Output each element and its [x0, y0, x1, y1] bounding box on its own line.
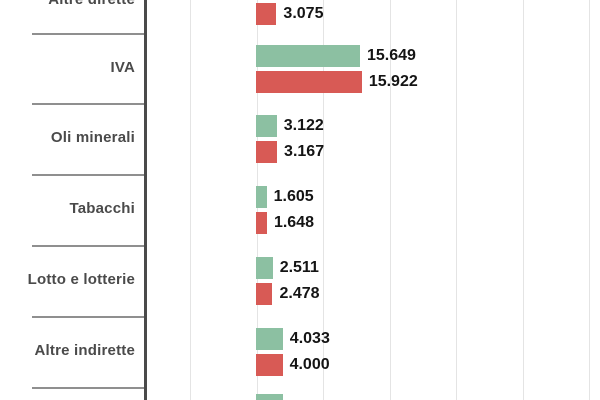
bar-red: [256, 71, 362, 93]
bar-value-label: 15.922: [368, 73, 418, 90]
label-column-divider: [144, 0, 147, 400]
gridline: [589, 0, 590, 400]
bar-value-label: 2.511: [279, 259, 319, 276]
row-separator: [32, 245, 144, 247]
category-label: Tabacchi: [69, 200, 135, 217]
gridline: [522, 0, 524, 400]
bar-value-label: 15.649: [367, 47, 416, 64]
row-separator: [32, 387, 144, 389]
partial-bar-green: [256, 394, 283, 400]
bar-value-label: 1.605: [273, 188, 314, 205]
gridline: [323, 0, 324, 400]
bar-red: [256, 212, 267, 234]
bar-value-label: 3.167: [284, 143, 325, 160]
category-label: IVA: [110, 59, 135, 76]
category-label: Lotto e lotterie: [27, 271, 135, 288]
row-separator: [32, 103, 144, 105]
category-label: Altre indirette: [34, 342, 135, 359]
bar-green: [256, 186, 267, 208]
gridline: [190, 0, 191, 400]
bar-red: [256, 3, 277, 25]
bar-value-label: 3.075: [283, 5, 324, 22]
bar-green: [256, 45, 360, 67]
bar-red: [256, 141, 278, 163]
category-label: Altre dirette: [0, 0, 135, 11]
bar-green: [256, 257, 273, 279]
bar-value-label: 2.478: [279, 285, 320, 302]
category-label: Oli minerali: [50, 129, 135, 146]
row-separator: [32, 174, 144, 176]
bar-green: [256, 115, 277, 137]
row-separator: [32, 316, 144, 318]
bar-value-label: 3.122: [283, 117, 324, 134]
bar-green: [256, 328, 283, 350]
bar-value-label: 4.000: [289, 356, 330, 373]
bar-value-label: 1.648: [273, 214, 314, 231]
row-separator: [32, 33, 144, 35]
gridline: [389, 0, 391, 400]
gridline: [456, 0, 457, 400]
bar-value-label: 4.033: [289, 330, 330, 347]
bar-red: [256, 283, 273, 305]
bar-red: [256, 354, 283, 376]
